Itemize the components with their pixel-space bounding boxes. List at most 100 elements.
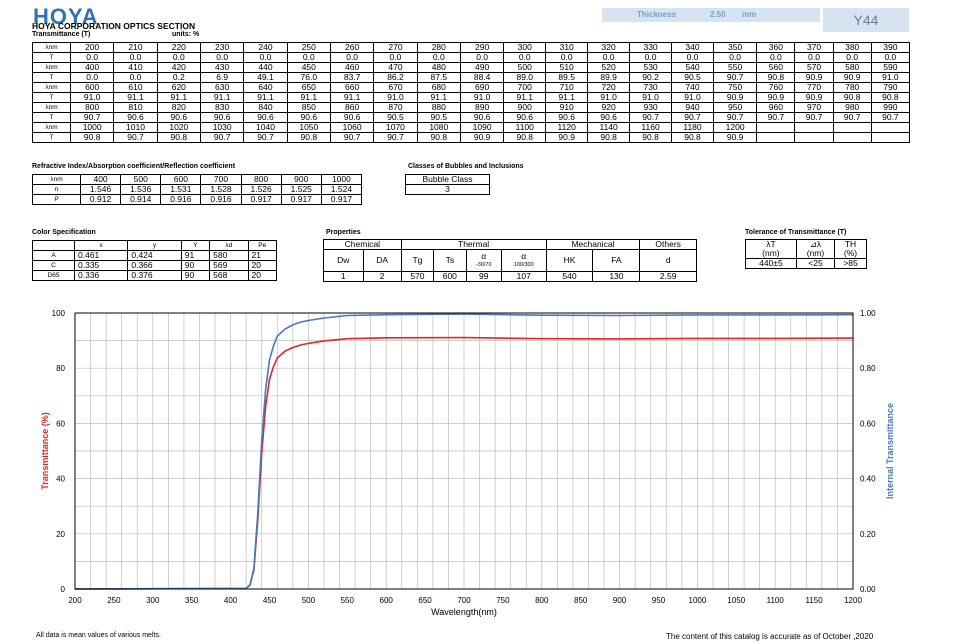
prop-col-ts: Ts [433, 249, 467, 272]
series-1-line [74, 313, 854, 590]
x-axis-label: Wavelength(nm) [431, 607, 497, 617]
color-row: D65 0.336 0.376 90 568 20 [32, 270, 278, 281]
chart-grid [75, 313, 853, 589]
trans-t-label: T [32, 72, 71, 83]
bubble-class-value: 3 [405, 184, 490, 195]
trans-t-cell: 91.0 [69, 92, 115, 103]
trans-t-cell: 90.6 [113, 112, 158, 123]
trans-lambda-cell: 350 [712, 42, 758, 53]
trans-t-cell: 90.9 [832, 72, 872, 83]
trans-lambda-cell: 430 [199, 62, 245, 73]
trans-lambda-cell: 260 [329, 42, 375, 53]
alpha2-range: 100/300 [513, 261, 534, 268]
trans-lambda-cell: 630 [199, 82, 245, 93]
trans-lambda-cell: 700 [503, 82, 547, 93]
trans-t-cell: 0.0 [870, 52, 911, 63]
trans-t-cell: 90.7 [629, 112, 673, 123]
trans-t-cell: 90.8 [629, 132, 673, 143]
trans-t-cell: 90.7 [243, 132, 288, 143]
trans-t-row: T 90.8 90.7 90.8 90.7 90.7 90.8 90.7 90.7 90.8 90.… [32, 132, 911, 143]
trans-lambda-row: λnm 800 810 820 830 840 850 860 870 880 890 900 910 9… [32, 102, 911, 113]
trans-lambda-cell: 670 [373, 82, 418, 93]
ref-lambda-cell: 400 [79, 174, 122, 185]
trans-t-cell: 91.1 [113, 92, 158, 103]
trans-lambda-cell: 910 [545, 102, 589, 113]
ref-p-cell: 0.916 [160, 194, 202, 205]
trans-lambda-cell: 490 [459, 62, 505, 73]
trans-t-cell: 90.8 [870, 92, 911, 103]
trans-t-cell: 0.0 [156, 52, 201, 63]
color-cell: 20 [247, 260, 278, 271]
trans-lambda-cell: 710 [545, 82, 589, 93]
alpha2-symbol: α [521, 250, 527, 261]
trans-t-cell: 0.0 [587, 52, 631, 63]
ref-lambda-cell: 500 [120, 174, 162, 185]
trans-t-row: T 90.7 90.6 90.6 90.6 90.6 90.6 90.6 90.5 90.5 90.… [32, 112, 911, 123]
trans-lambda-cell: 380 [832, 42, 872, 53]
trans-t-cell: 0.0 [113, 52, 158, 63]
trans-lambda-cell: 1070 [373, 122, 418, 133]
ref-n-cell: 1.526 [240, 184, 282, 195]
x-tick-label: 750 [496, 596, 510, 605]
trans-t-cell: 91.1 [156, 92, 201, 103]
trans-t-label: T [32, 52, 71, 63]
trans-lambda-cell: 360 [756, 42, 796, 53]
trans-lambda-cell: 1140 [587, 122, 631, 133]
trans-t-cell: 0.0 [832, 52, 872, 63]
y2-tick-label: 1.00 [860, 309, 876, 318]
trans-t-label: T [32, 92, 71, 103]
trans-lambda-cell: 860 [329, 102, 375, 113]
trans-lambda-label: λnm [32, 42, 71, 53]
trans-lambda-cell: 420 [156, 62, 201, 73]
trans-lambda-cell: 290 [459, 42, 505, 53]
thickness-value: 2.50 [710, 10, 726, 19]
color-header-cell: x [73, 240, 129, 251]
trans-lambda-cell: 210 [113, 42, 158, 53]
properties-title: Properties [326, 229, 361, 236]
x-tick-label: 350 [185, 596, 199, 605]
trans-lambda-cell: 590 [870, 62, 911, 73]
trans-t-cell [870, 132, 911, 143]
trans-lambda-cell: 820 [156, 102, 201, 113]
trans-t-cell: 0.0 [671, 52, 714, 63]
trans-lambda-cell: 410 [113, 62, 158, 73]
prop-group-chemical: Chemical [323, 239, 402, 250]
trans-lambda-cell: 570 [794, 62, 834, 73]
trans-lambda-cell: 720 [587, 82, 631, 93]
trans-t-cell: 90.8 [756, 72, 796, 83]
trans-lambda-cell: 760 [756, 82, 796, 93]
ref-p-cell: 0.917 [240, 194, 282, 205]
color-cell: 0.424 [127, 250, 182, 261]
trans-lambda-cell: 840 [243, 102, 288, 113]
tol-head-th: TH (%) [834, 239, 867, 259]
trans-lambda-cell: 730 [629, 82, 673, 93]
trans-t-cell: 90.8 [671, 132, 714, 143]
trans-t-cell: 0.0 [69, 52, 115, 63]
x-tick-label: 400 [224, 596, 238, 605]
trans-t-cell: 0.0 [503, 52, 547, 63]
trans-lambda-cell: 560 [756, 62, 796, 73]
trans-t-cell: 0.0 [545, 52, 589, 63]
ref-p-cell: 0.917 [320, 194, 363, 205]
trans-lambda-cell [832, 122, 872, 133]
trans-t-cell: 90.9 [712, 132, 758, 143]
color-cell: 91 [180, 250, 211, 261]
trans-lambda-cell: 1200 [712, 122, 758, 133]
color-row: A 0.461 0.424 91 580 21 [32, 250, 278, 261]
color-row-label: A [32, 250, 75, 261]
color-cell: 20 [247, 270, 278, 281]
trans-lambda-cell: 540 [671, 62, 714, 73]
x-tick-label: 1100 [767, 596, 785, 605]
color-row: C 0.335 0.366 90 569 20 [32, 260, 278, 271]
trans-lambda-cell: 270 [373, 42, 418, 53]
trans-lambda-cell: 800 [69, 102, 115, 113]
ref-p-label: P [32, 194, 81, 205]
trans-lambda-cell: 940 [671, 102, 714, 113]
alpha1-range: -30/70 [475, 261, 492, 268]
color-cell: 0.366 [127, 260, 182, 271]
trans-lambda-cell: 790 [870, 82, 911, 93]
trans-t-cell: 90.2 [629, 72, 673, 83]
y-tick-label: 60 [56, 419, 65, 428]
prop-group-thermal: Thermal [400, 239, 547, 250]
